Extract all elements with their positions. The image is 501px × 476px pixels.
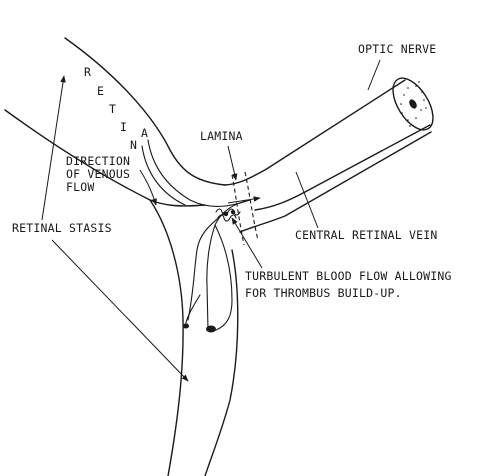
flow-into-nerve-arrow [227,196,261,204]
label-retinal-stasis: RETINAL STASIS [12,221,112,235]
vein-upper-branch [147,139,251,207]
vein-stump-left [183,323,189,329]
label-retina: R E T I N A [84,65,148,152]
leader-optic-nerve [367,59,381,91]
label-turbulent-line1: TURBULENT BLOOD FLOW ALLOWING [245,269,452,283]
svg-text:E: E [97,84,104,98]
svg-text:T: T [109,102,116,116]
vein-lower-branch [214,224,233,331]
leader-turbulent [231,217,263,269]
svg-text:R: R [84,65,91,79]
leader-retinal-stasis-up [41,75,66,221]
label-central-retinal-vein: CENTRAL RETINAL VEIN [295,228,437,242]
leader-lamina [227,145,238,181]
label-lamina: LAMINA [200,129,243,143]
vein-stump-right [206,325,216,333]
svg-text:N: N [130,138,137,152]
optic-nerve-top-edge [224,79,406,186]
label-direction-line3: FLOW [66,180,95,194]
label-optic-nerve: OPTIC NERVE [358,42,436,56]
optic-nerve-bottom-edge [254,124,431,211]
label-direction-line2: OF VENOUS [66,167,130,181]
label-direction-line1: DIRECTION [66,154,130,168]
retina-outer-wall [64,37,226,186]
retina-lower-left-wall [149,199,184,476]
vein-lower-branch-2 [184,294,201,329]
optic-nerve-lower-sheath [239,131,432,233]
turbulent-flow-scribble [215,208,241,222]
svg-text:I: I [120,120,127,134]
retina-lower-right-wall [204,249,239,476]
leader-central-retinal-vein [295,171,319,229]
vein-center-inner [187,211,226,321]
lamina-dashed-left [231,174,245,246]
vein-upper-branch-inner [141,145,186,206]
svg-text:A: A [141,126,148,140]
retina-inner-wall [4,109,206,207]
optic-nerve-cross-section [392,77,434,131]
leader-retinal-stasis-down [51,239,189,382]
label-turbulent-line2: FOR THROMBUS BUILD-UP. [245,286,402,300]
venous-flow-arrow [139,169,157,206]
